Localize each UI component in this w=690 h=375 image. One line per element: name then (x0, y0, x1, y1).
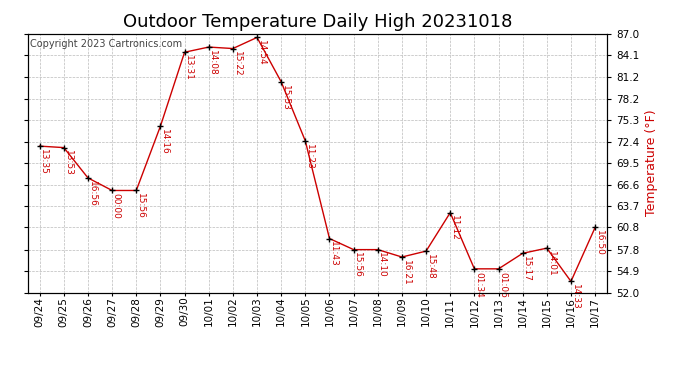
Text: 14:33: 14:33 (571, 284, 580, 310)
Text: 15:56: 15:56 (136, 193, 145, 219)
Text: 13:53: 13:53 (63, 150, 72, 176)
Text: 11:12: 11:12 (450, 215, 459, 241)
Y-axis label: Temperature (°F): Temperature (°F) (645, 110, 658, 216)
Text: 13:35: 13:35 (39, 149, 48, 175)
Text: 16:21: 16:21 (402, 260, 411, 285)
Text: 14:10: 14:10 (377, 252, 386, 278)
Text: 01:06: 01:06 (498, 272, 507, 297)
Text: 15:22: 15:22 (233, 51, 241, 77)
Text: 13:31: 13:31 (184, 55, 193, 81)
Text: 15:53: 15:53 (281, 85, 290, 111)
Text: 14:01: 14:01 (546, 251, 555, 277)
Text: Copyright 2023 Cartronics.com: Copyright 2023 Cartronics.com (30, 39, 183, 49)
Text: 11:43: 11:43 (329, 241, 338, 267)
Text: 16:56: 16:56 (88, 181, 97, 207)
Text: 15:48: 15:48 (426, 254, 435, 280)
Text: 15:56: 15:56 (353, 252, 362, 278)
Text: 14:16: 14:16 (160, 129, 169, 155)
Text: 00:00: 00:00 (112, 193, 121, 219)
Text: 14:54: 14:54 (257, 40, 266, 66)
Text: 11:23: 11:23 (305, 144, 314, 170)
Text: 16:50: 16:50 (595, 230, 604, 256)
Text: 15:17: 15:17 (522, 256, 531, 282)
Text: 14:08: 14:08 (208, 50, 217, 76)
Title: Outdoor Temperature Daily High 20231018: Outdoor Temperature Daily High 20231018 (123, 13, 512, 31)
Text: 01:34: 01:34 (474, 272, 483, 297)
